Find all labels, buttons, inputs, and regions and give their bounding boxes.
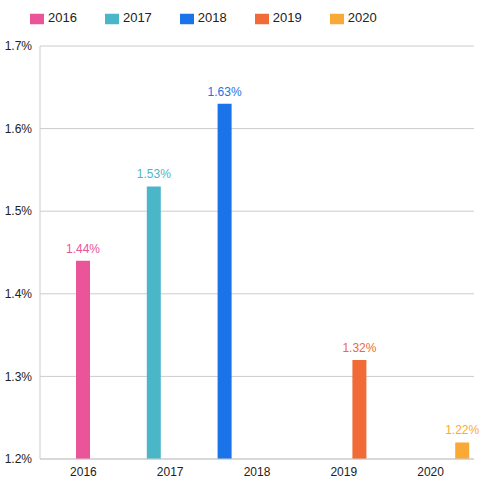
svg-text:1.22%: 1.22%: [445, 423, 479, 437]
svg-text:1.63%: 1.63%: [208, 85, 242, 99]
svg-text:2017: 2017: [157, 465, 184, 479]
svg-text:1.4%: 1.4%: [8, 287, 32, 301]
svg-text:2019: 2019: [330, 465, 357, 479]
svg-text:2016: 2016: [70, 465, 97, 479]
html-text:2020: 2020: [347, 10, 377, 25]
html-text:2019: 2019: [272, 10, 302, 25]
svg-text:1.2%: 1.2%: [8, 452, 32, 466]
svg-text:1.7%: 1.7%: [8, 39, 32, 53]
svg-text:2020: 2020: [417, 465, 444, 479]
html-text:2018: 2018: [197, 10, 227, 25]
html-text:2016: 2016: [48, 10, 77, 25]
svg-text:1.5%: 1.5%: [8, 204, 32, 218]
svg-text:1.6%: 1.6%: [8, 122, 32, 136]
svg-text:1.53%: 1.53%: [137, 167, 171, 181]
html-text:2017: 2017: [122, 10, 152, 25]
svg-text:2018: 2018: [244, 465, 271, 479]
svg-text:1.44%: 1.44%: [66, 242, 100, 256]
svg-text:1.32%: 1.32%: [342, 341, 376, 355]
svg-text:1.3%: 1.3%: [8, 370, 32, 384]
